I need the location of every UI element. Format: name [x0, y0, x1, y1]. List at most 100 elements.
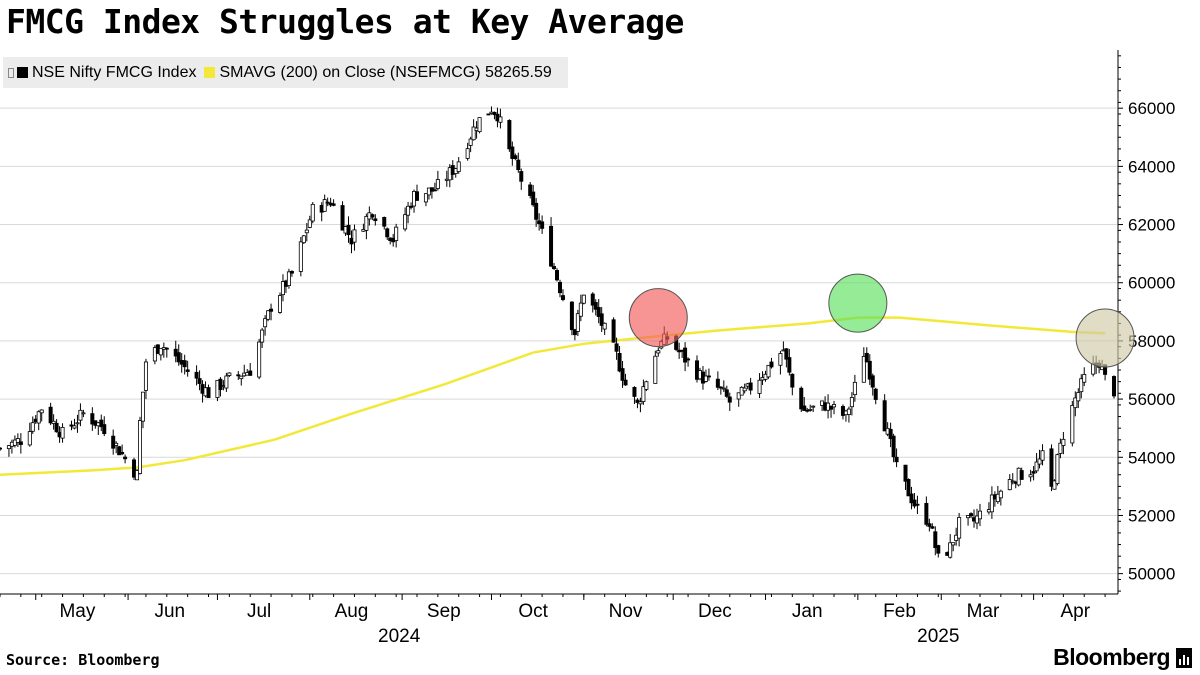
- candle-body: [185, 369, 190, 372]
- candle-body: [549, 225, 554, 267]
- candle-body: [638, 401, 643, 405]
- candle-body: [888, 428, 893, 440]
- candle-body: [248, 370, 253, 376]
- candle-body: [620, 368, 625, 381]
- y-tick-label: 66000: [1128, 99, 1175, 118]
- candle-body: [998, 490, 1003, 499]
- x-tick-label: Oct: [518, 601, 548, 622]
- candle-body: [15, 438, 20, 443]
- candle-body: [75, 422, 80, 425]
- candle-body: [909, 493, 914, 504]
- candle-body: [924, 502, 929, 525]
- candle-body: [263, 318, 268, 328]
- candle-body: [882, 400, 887, 432]
- candle-body: [766, 364, 771, 378]
- candle-body: [117, 446, 122, 456]
- candle-body: [289, 270, 294, 274]
- candle-body: [406, 205, 411, 216]
- candle-body: [1070, 405, 1075, 444]
- candle-body: [218, 378, 223, 390]
- candle-body: [301, 235, 306, 244]
- candle-body: [635, 399, 640, 403]
- candle-body: [721, 387, 726, 390]
- candle-body: [1073, 397, 1078, 409]
- candle-body: [176, 352, 181, 363]
- candle-body: [891, 435, 896, 458]
- candle-body: [683, 347, 688, 363]
- candle-body: [870, 375, 875, 388]
- candle-body: [194, 371, 199, 379]
- y-tick-label: 52000: [1128, 506, 1175, 525]
- candle-body: [370, 214, 375, 218]
- candle-body: [409, 205, 414, 208]
- candle-body: [778, 353, 783, 366]
- candle-body: [236, 374, 241, 377]
- sma-200-line: [0, 316, 1106, 476]
- x-tick-label: Sep: [427, 601, 461, 622]
- candle-body: [578, 302, 583, 317]
- highlight-circle: [628, 288, 688, 348]
- x-tick-label: Feb: [883, 601, 916, 622]
- candle-body: [1061, 438, 1066, 446]
- candle-body: [873, 388, 878, 400]
- y-tick-label: 54000: [1128, 448, 1175, 467]
- candle-body: [811, 405, 816, 408]
- candle-body: [310, 203, 315, 222]
- candle-body: [331, 203, 336, 206]
- candle-body: [867, 360, 872, 380]
- candle-body: [552, 266, 557, 270]
- candle-body: [951, 542, 956, 546]
- candle-body: [861, 356, 866, 383]
- candle-body: [555, 270, 560, 281]
- bloomberg-logo: Bloomberg: [1053, 644, 1192, 671]
- candle-body: [90, 413, 95, 425]
- candle-body: [593, 302, 598, 310]
- candle-body: [415, 191, 420, 201]
- candle-body: [266, 310, 271, 320]
- candle-body: [340, 205, 345, 231]
- candle-body: [385, 228, 390, 238]
- candle-body: [373, 218, 378, 222]
- candle-body: [1031, 471, 1036, 474]
- candle-body: [912, 499, 917, 507]
- candle-body: [534, 202, 539, 220]
- candle-body: [864, 352, 869, 363]
- candle-body: [790, 373, 795, 388]
- candle-body: [808, 409, 813, 411]
- candle-body: [498, 116, 503, 123]
- candle-body: [849, 397, 854, 408]
- candle-body: [423, 193, 428, 203]
- year-label: 2024: [378, 626, 421, 647]
- candle-body: [975, 515, 980, 524]
- highlight-circle: [1075, 308, 1135, 368]
- candle-body: [81, 412, 86, 415]
- candle-body: [686, 358, 691, 361]
- candle-body: [832, 404, 837, 408]
- candle-body: [492, 111, 497, 116]
- candle-body: [1112, 376, 1117, 397]
- legend-item-sma: SMAVG (200) on Close (NSEFMCG) 58265.59: [204, 64, 552, 82]
- candle-body: [507, 120, 512, 150]
- candle-body: [969, 513, 974, 517]
- candle-body: [364, 216, 369, 231]
- candle-body: [557, 281, 562, 294]
- candle-body: [736, 392, 741, 400]
- candle-body: [617, 352, 622, 372]
- candle-body: [802, 405, 807, 411]
- candle-body: [599, 313, 604, 326]
- x-tick-label: Jul: [247, 601, 271, 622]
- candle-body: [1040, 450, 1045, 461]
- legend-drag-icon[interactable]: [8, 67, 14, 78]
- x-tick-label: Apr: [1061, 601, 1091, 622]
- candle-body: [137, 420, 142, 474]
- candle-body: [742, 387, 747, 392]
- x-tick-label: Jun: [154, 601, 185, 622]
- candle-body: [152, 347, 157, 362]
- candle-body: [957, 517, 962, 539]
- candle-body: [510, 146, 515, 159]
- candle-body: [739, 386, 744, 396]
- y-tick-label: 56000: [1128, 390, 1175, 409]
- candle-body: [656, 350, 661, 354]
- candle-body: [519, 171, 524, 182]
